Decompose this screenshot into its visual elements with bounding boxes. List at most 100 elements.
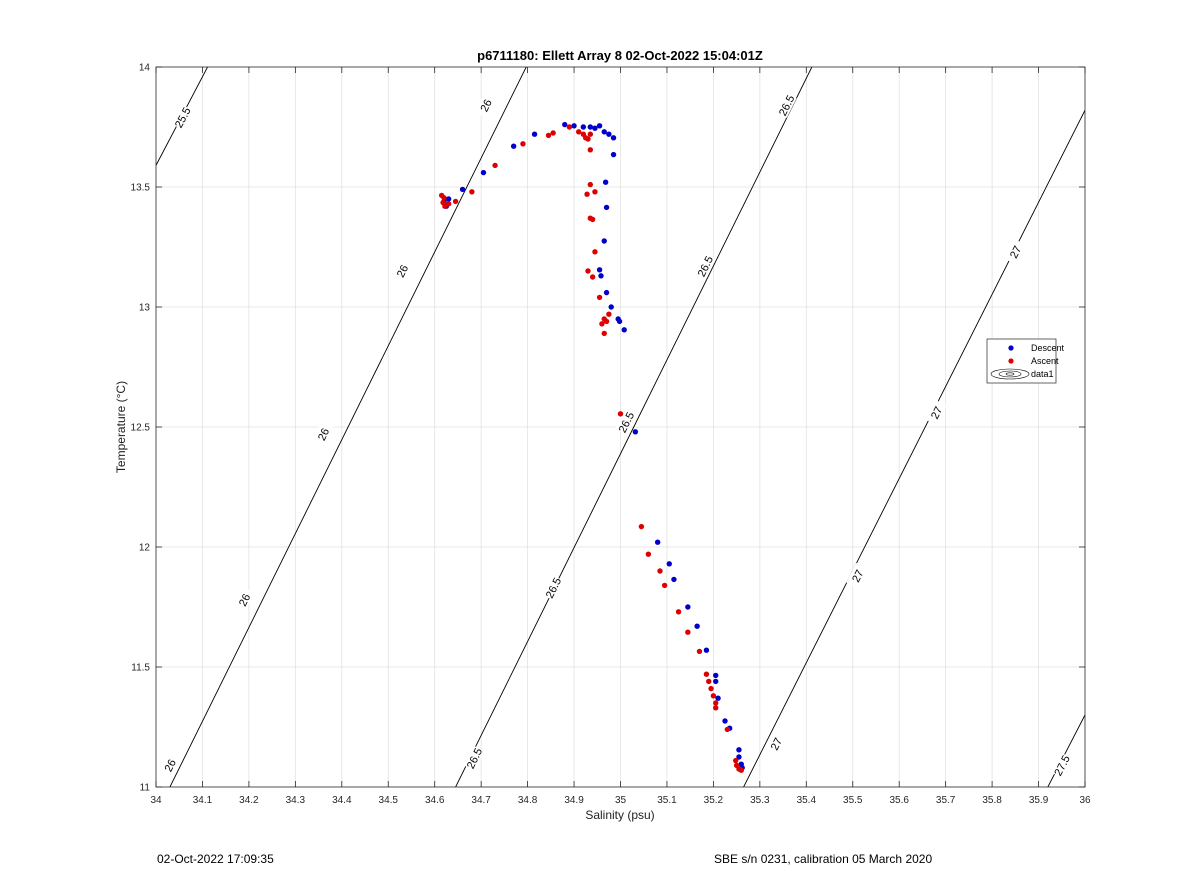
density-contour-label: 26 [233, 586, 255, 613]
ascent-point [585, 136, 591, 142]
ascent-point [592, 189, 598, 195]
contour-label-text: 27 [929, 405, 945, 421]
ascent-point [584, 191, 590, 197]
ascent-point [713, 705, 719, 711]
ascent-point [492, 162, 498, 169]
descent-point [510, 143, 517, 149]
descent-point [571, 123, 577, 129]
legend-ascent-marker [1008, 358, 1014, 364]
descent-point [715, 695, 721, 701]
legend-data1-contour-icon [990, 368, 1030, 380]
y-tick-label: 13 [139, 303, 151, 314]
ascent-point [732, 757, 739, 764]
contour-label-background [233, 586, 255, 613]
descent-point [592, 125, 598, 131]
x-tick-label: 34.9 [564, 795, 584, 806]
y-tick-label: 11 [140, 783, 151, 794]
ascent-point [710, 693, 717, 699]
contour-label-background [614, 409, 637, 435]
contour-label-background [391, 258, 413, 284]
descent-point [587, 124, 594, 130]
descent-point [608, 304, 614, 310]
contour-label-text: 26 [163, 758, 179, 774]
x-tick-label: 34.2 [239, 795, 259, 806]
contour-label-text: 27 [769, 736, 785, 752]
contour-label-text: 27 [1008, 244, 1024, 260]
x-tick-label: 34 [150, 795, 162, 806]
ascent-point [550, 130, 556, 136]
contour-label-background [171, 104, 193, 130]
ascent-point [638, 523, 645, 530]
legend-data1-label: data1 [1031, 369, 1054, 379]
ascent-point [587, 131, 594, 137]
descent-point [606, 131, 612, 137]
x-tick-label: 34.3 [286, 795, 306, 806]
x-axis-ticks: 34 34.1 34.2 34.3 34.4 34.5 34.6 34.7 34.8 34.9 35… [150, 67, 1091, 806]
descent-point [736, 747, 742, 753]
density-contour-label: 27 [1004, 238, 1026, 265]
grid-lines [156, 67, 1085, 787]
ascent-point [661, 582, 668, 589]
descent-point [610, 135, 617, 141]
density-contour-label: 27 [846, 562, 868, 589]
ascent-point [724, 726, 731, 733]
ascent-series [438, 124, 744, 773]
descent-point [621, 327, 627, 333]
descent-point [616, 318, 623, 325]
contour-label-background [158, 752, 181, 778]
descent-point [671, 576, 677, 583]
density-contour-label: 27 [925, 399, 947, 426]
descent-point [666, 561, 672, 567]
contour-label-background [925, 399, 947, 426]
density-contour-line [743, 109, 1085, 787]
density-contour-label: 26 [474, 92, 497, 118]
contour-label-background [463, 745, 485, 771]
x-tick-label: 35.1 [657, 795, 677, 806]
contour-label-background [312, 421, 334, 447]
ascent-point [617, 411, 624, 417]
contour-label-background [1050, 752, 1073, 778]
legend-descent-label: Descent [1031, 343, 1065, 353]
footer-calibration-note: SBE s/n 0231, calibration 05 March 2020 [714, 852, 933, 866]
footer-timestamp: 02-Oct-2022 17:09:35 [157, 852, 274, 866]
ascent-point [706, 678, 712, 685]
x-tick-label: 34.1 [193, 795, 213, 806]
x-tick-label: 35.8 [982, 795, 1002, 806]
x-tick-label: 35.9 [1029, 795, 1049, 806]
descent-point [703, 647, 710, 653]
descent-point [480, 169, 487, 176]
descent-point [722, 718, 728, 724]
ascent-point [645, 551, 652, 557]
ascent-point [596, 294, 603, 301]
ascent-point [589, 216, 596, 223]
contour-label-text: 26 [316, 426, 332, 442]
chart-title: p6711180: Ellett Array 8 02-Oct-2022 15:… [477, 48, 763, 63]
density-contour-label: 26 [158, 752, 181, 778]
descent-point [596, 123, 603, 129]
y-axis-label: Temperature (°C) [114, 381, 128, 473]
x-tick-label: 34.8 [518, 795, 538, 806]
x-tick-label: 36 [1079, 795, 1091, 806]
legend-descent-marker [1008, 345, 1014, 351]
descent-point [713, 672, 719, 679]
ascent-point [589, 274, 596, 280]
ascent-point [520, 141, 526, 147]
descent-point [562, 121, 568, 128]
y-tick-label: 13.5 [131, 183, 151, 194]
ascent-point [703, 671, 710, 677]
x-tick-label: 35.4 [797, 795, 817, 806]
contour-label-background [693, 253, 716, 279]
descent-point [445, 196, 452, 202]
ascent-point [713, 700, 719, 706]
descent-point [602, 179, 609, 185]
ascent-point [575, 129, 582, 135]
legend-ascent-label: Ascent [1031, 356, 1059, 366]
legend-box [986, 338, 1057, 384]
ascent-point [657, 568, 663, 574]
contour-label-background [775, 92, 797, 118]
x-tick-label: 35.3 [750, 795, 770, 806]
descent-point [654, 539, 661, 545]
x-axis-label: Salinity (psu) [585, 808, 654, 822]
density-contour-line [455, 67, 813, 787]
